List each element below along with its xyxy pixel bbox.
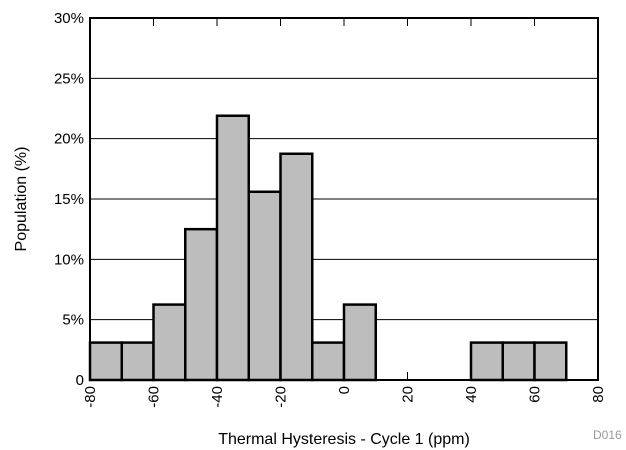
bar-9	[469, 341, 504, 382]
y-tick-label: 20%	[54, 131, 84, 148]
x-tick-label: 0	[336, 386, 353, 394]
y-tick-labels: 0 5% 10% 15% 20% 25% 30%	[54, 10, 84, 389]
x-tick-label: -20	[273, 386, 290, 408]
bars	[88, 114, 568, 382]
y-tick-label: 30%	[54, 10, 84, 27]
y-tick-label: 0	[76, 372, 84, 389]
bar-3	[184, 227, 219, 382]
bar-7	[311, 341, 346, 382]
bar-4	[215, 114, 250, 382]
bar-5	[247, 190, 282, 382]
bar-2	[152, 303, 187, 382]
y-tick-label: 10%	[54, 251, 84, 268]
y-tick-label: 5%	[62, 312, 84, 329]
y-tick-label: 25%	[54, 70, 84, 87]
x-tick-labels: -80 -60 -40 -20 0 20 40 60 80	[82, 386, 607, 408]
x-axis-title: Thermal Hysteresis - Cycle 1 (ppm)	[218, 431, 470, 448]
x-tick-label: -80	[82, 386, 99, 408]
x-tick-label: 60	[527, 386, 544, 403]
bar-6	[279, 152, 314, 382]
x-tick-label: -60	[146, 386, 163, 408]
x-tick-label: 40	[463, 386, 480, 403]
bar-11	[533, 341, 568, 382]
x-tick-label: -40	[209, 386, 226, 408]
y-axis-title: Population (%)	[13, 147, 30, 252]
gridlines	[90, 77, 598, 321]
x-tick-label: 20	[400, 386, 417, 403]
figure-code-label: D016	[593, 428, 622, 442]
bar-0	[88, 341, 123, 382]
bar-10	[501, 341, 536, 382]
ticks	[89, 18, 599, 380]
y-tick-label: 15%	[54, 191, 84, 208]
bar-1	[120, 341, 155, 382]
bar-8	[342, 303, 377, 382]
x-tick-label: 80	[590, 386, 607, 403]
